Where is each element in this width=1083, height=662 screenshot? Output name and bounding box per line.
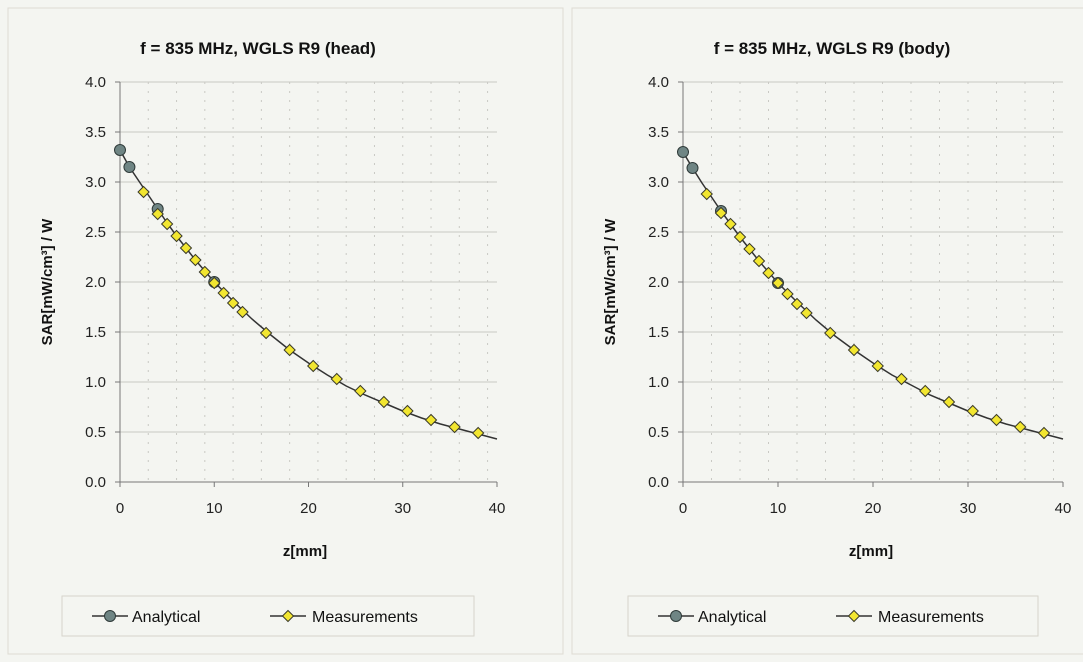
y-tick-label: 0.5 [648,424,669,441]
x-tick-label: 30 [394,500,411,517]
measurement-point [724,217,737,231]
analytical-point [114,144,126,156]
measurement-point [895,372,908,386]
x-tick-label: 10 [206,500,223,517]
y-tick-label: 2.0 [648,274,669,291]
measurement-point [259,326,273,340]
measurement-point [743,242,756,256]
measurement-point [401,404,414,418]
measurement-point [160,217,174,231]
y-tick-label: 3.0 [85,174,106,191]
analytical-point [123,161,136,173]
y-tick-label: 1.5 [648,324,669,341]
legend-measurements-marker [281,609,295,623]
y-tick-label: 3.5 [85,124,106,141]
x-tick-label: 0 [679,500,687,517]
measurement-point [354,384,367,398]
measurement-point [137,185,150,199]
y-tick-label: 4.0 [85,74,106,91]
x-axis-label: z[mm] [283,543,327,560]
measurement-point [424,413,438,427]
measurement-point [170,229,183,243]
measurement-point [733,230,747,244]
measurement-point [448,420,461,434]
measurement-point [151,207,164,221]
x-axis-label: z[mm] [849,543,893,560]
legend-box [61,595,475,637]
measurement-point [208,276,221,290]
chart-title: f = 835 MHz, WGLS R9 (body) [714,39,951,58]
measurement-point [471,426,485,440]
x-tick-label: 40 [1055,500,1072,517]
analytical-point [677,146,689,158]
measurement-point [771,276,785,290]
y-tick-label: 0.0 [85,474,106,491]
measurement-point [781,287,794,301]
legend: Analytical Measurements [61,595,475,637]
measurement-point [377,395,391,409]
analytical-point [686,162,699,174]
x-tick-label: 0 [116,500,124,517]
y-tick-label: 2.5 [85,224,106,241]
legend-analytical-marker [104,610,116,622]
measurement-point [330,372,343,386]
legend-analytical-label: Analytical [132,609,200,626]
x-tick-label: 40 [489,500,506,517]
legend-box [627,595,1039,637]
measurement-point [283,343,296,357]
measurement-point [824,326,837,340]
measurement-point [189,253,202,267]
measurement-point [1014,420,1027,434]
analytical-curve [119,149,498,440]
y-tick-label: 2.5 [648,224,669,241]
legend-measurements-label: Measurements [312,609,418,626]
chart-panel-body: f = 835 MHz, WGLS R9 (body) SAR[mW/cm³] /… [571,7,1083,655]
legend: Analytical Measurements [627,595,1039,637]
measurement-point [966,404,979,418]
measurement-point [307,359,320,373]
measurement-point [790,297,804,311]
measurement-point [919,384,932,398]
measurement-point [942,395,956,409]
y-tick-label: 1.0 [85,374,106,391]
panel-frame [571,7,1083,655]
x-tick-label: 20 [300,500,317,517]
measurement-point [1037,426,1051,440]
chart-panel-head: f = 835 MHz, WGLS R9 (head) SAR[mW/cm³] /… [7,7,564,655]
y-tick-label: 2.0 [85,274,106,291]
y-tick-label: 4.0 [648,74,669,91]
x-tick-label: 30 [960,500,977,517]
y-tick-label: 1.0 [648,374,669,391]
panel-frame [7,7,564,655]
measurement-point [847,343,861,357]
y-tick-label: 1.5 [85,324,106,341]
legend-analytical-marker [670,610,682,622]
x-tick-label: 10 [770,500,787,517]
measurement-point [871,359,884,373]
legend-measurements-label: Measurements [878,609,984,626]
measurement-point [990,413,1003,427]
measurement-point [179,241,193,255]
measurement-point [226,296,240,310]
y-tick-label: 3.5 [648,124,669,141]
legend-analytical-label: Analytical [698,609,766,626]
measurement-point [236,305,249,319]
measurement-point [217,286,230,300]
y-axis-label: SAR[mW/cm³] / W [39,218,56,346]
measurement-point [198,265,212,279]
y-tick-label: 0.0 [648,474,669,491]
y-tick-label: 0.5 [85,424,106,441]
y-tick-label: 3.0 [648,174,669,191]
measurement-point [752,254,766,268]
chart-title: f = 835 MHz, WGLS R9 (head) [140,39,376,58]
analytical-curve [682,151,1064,440]
measurement-point [700,187,713,201]
measurement-point [714,206,728,220]
legend-measurements-marker [847,609,861,623]
measurement-point [800,306,813,320]
y-axis-label: SAR[mW/cm³] / W [602,218,619,346]
measurement-point [762,266,775,280]
x-tick-label: 20 [865,500,882,517]
